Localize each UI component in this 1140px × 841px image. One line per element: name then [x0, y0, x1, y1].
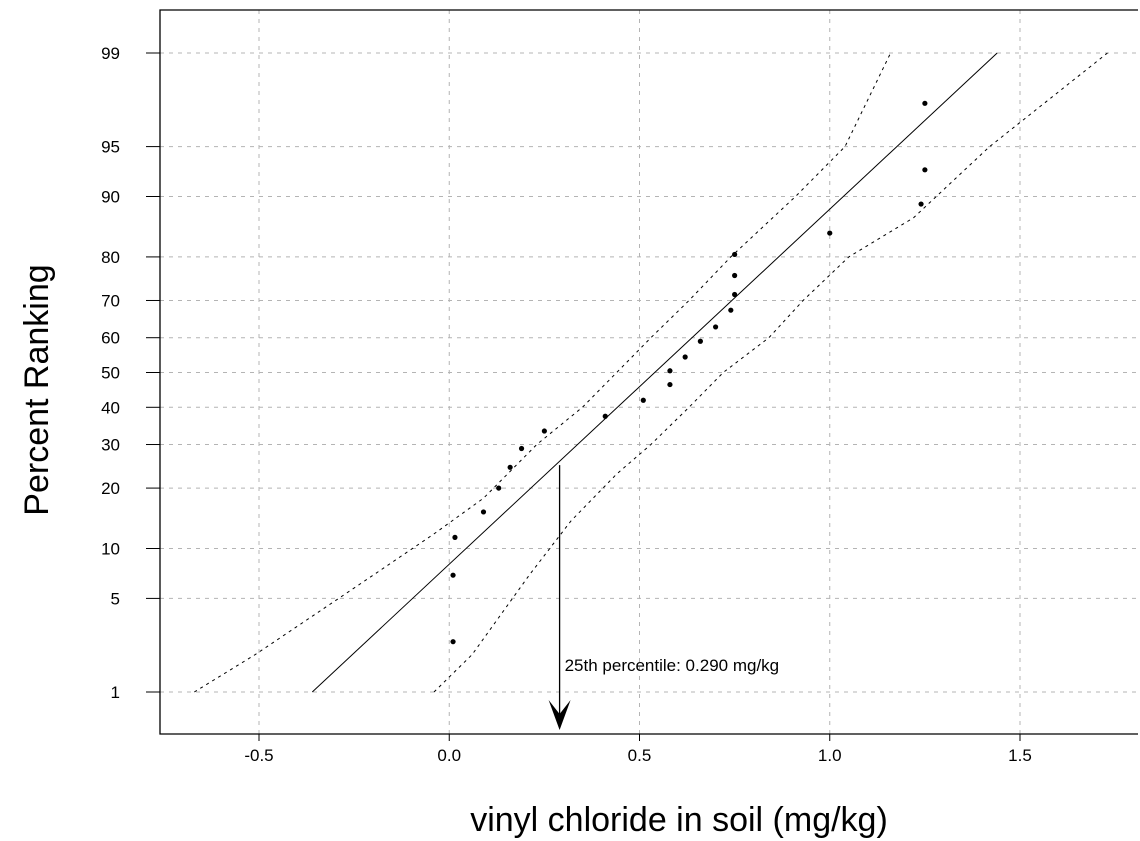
data-point: [697, 338, 703, 344]
fit-line: [311, 52, 998, 693]
y-tick-label: 5: [111, 589, 120, 608]
data-point: [713, 324, 719, 330]
data-point: [732, 251, 738, 258]
x-tick-label: 1.5: [1008, 746, 1032, 765]
data-point: [922, 167, 928, 173]
y-gridlines: [160, 52, 1138, 693]
data-point: [541, 428, 547, 434]
y-tick-label: 90: [101, 187, 120, 206]
y-tick-label: 60: [101, 329, 120, 348]
y-tick-label: 99: [101, 44, 120, 63]
y-tick-label: 70: [101, 291, 120, 310]
fit-line-group: [311, 52, 998, 693]
y-tick-label: 95: [101, 138, 120, 157]
x-axis-ticks: -0.5 0.0 0.5 1.0 1.5: [244, 734, 1032, 765]
y-tick-label: 30: [101, 436, 120, 455]
y-tick-label: 20: [101, 479, 120, 498]
x-tick-label: 0.0: [437, 746, 461, 765]
y-tick-label: 10: [101, 540, 120, 559]
y-tick-label: 50: [101, 364, 120, 383]
x-tick-label: 1.0: [818, 746, 842, 765]
data-point: [507, 464, 513, 470]
x-tick-label: -0.5: [244, 746, 273, 765]
data-point: [640, 397, 646, 403]
confidence-band: [194, 52, 1108, 693]
data-point: [667, 381, 673, 388]
annotation-label: 25th percentile: 0.290 mg/kg: [565, 656, 780, 675]
data-point: [827, 230, 833, 236]
x-axis-title: vinyl chloride in soil (mg/kg): [470, 801, 888, 839]
data-point: [496, 485, 502, 491]
data-points: [450, 100, 928, 645]
data-point: [602, 413, 608, 419]
y-tick-label: 1: [111, 683, 120, 702]
annotation-arrow-head: [548, 700, 571, 730]
confidence-lower-line: [433, 52, 1108, 693]
y-axis-title: Percent Ranking: [18, 264, 56, 515]
y-axis-ticks: 1 5 10 20 30 40 50 60 70 80 90 95 99: [101, 44, 160, 702]
data-point: [922, 100, 928, 106]
data-point: [480, 509, 487, 515]
data-point: [450, 572, 456, 578]
data-point: [667, 368, 673, 374]
data-point: [918, 201, 924, 207]
y-tick-label: 40: [101, 398, 120, 417]
y-tick-label: 80: [101, 248, 120, 267]
data-point: [732, 291, 738, 298]
data-point: [452, 534, 458, 540]
data-point: [518, 445, 525, 452]
data-point: [728, 307, 734, 313]
data-point: [682, 354, 688, 360]
x-tick-label: 0.5: [628, 746, 652, 765]
data-point: [732, 272, 738, 279]
percentile-annotation: 25th percentile: 0.290 mg/kg: [548, 465, 780, 730]
data-point: [450, 639, 456, 645]
